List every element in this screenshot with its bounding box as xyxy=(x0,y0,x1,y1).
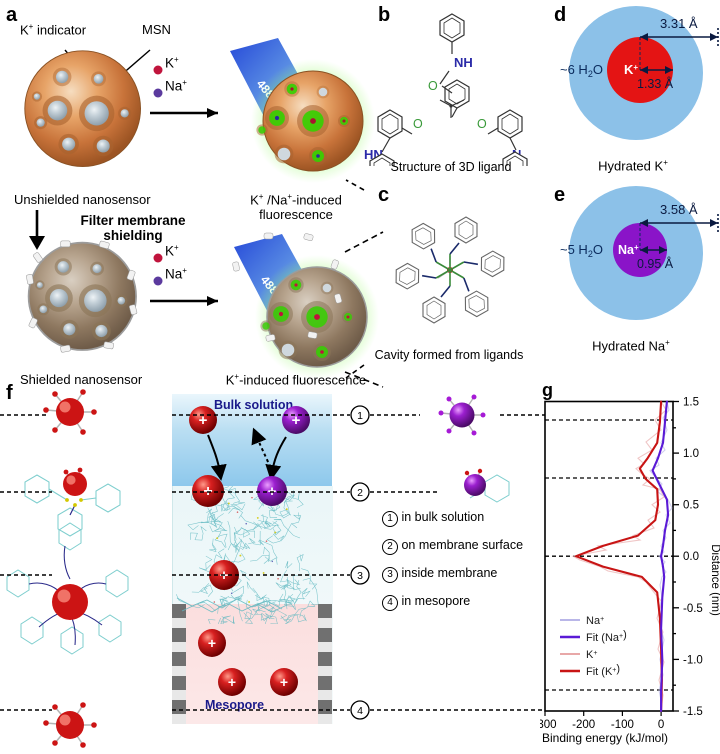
svg-text:Fit (Na+): Fit (Na+) xyxy=(586,629,627,644)
svg-text:~6 H2O: ~6 H2O xyxy=(560,62,603,79)
svg-text:1: 1 xyxy=(357,410,363,422)
svg-text:Fit (K+): Fit (K+) xyxy=(586,663,620,678)
svg-text:0.5: 0.5 xyxy=(683,500,699,512)
svg-text:NH: NH xyxy=(454,55,473,70)
svg-text:0.95 Å: 0.95 Å xyxy=(637,256,674,271)
svg-text:1.33 Å: 1.33 Å xyxy=(637,76,674,91)
svg-text:1.0: 1.0 xyxy=(683,448,699,460)
svg-text:3.31 Å: 3.31 Å xyxy=(660,16,698,31)
svg-text:~5 H2O: ~5 H2O xyxy=(560,242,603,259)
svg-text:K+: K+ xyxy=(586,649,597,661)
svg-text:-100: -100 xyxy=(611,719,634,731)
svg-text:0.0: 0.0 xyxy=(683,551,699,563)
svg-text:O: O xyxy=(477,117,487,131)
svg-text:-0.5: -0.5 xyxy=(683,603,703,615)
svg-text:0: 0 xyxy=(658,719,664,731)
svg-text:2: 2 xyxy=(357,487,363,499)
svg-text:4: 4 xyxy=(357,705,363,717)
svg-text:O: O xyxy=(428,79,438,93)
svg-text:-200: -200 xyxy=(572,719,595,731)
svg-text:-300: -300 xyxy=(540,719,557,731)
svg-text:Na+: Na+ xyxy=(586,615,604,627)
svg-text:Distance (nm): Distance (nm) xyxy=(709,544,720,616)
svg-text:-1.0: -1.0 xyxy=(683,654,703,666)
svg-text:O: O xyxy=(413,117,423,131)
svg-text:1.5: 1.5 xyxy=(683,397,699,409)
svg-text:-1.5: -1.5 xyxy=(683,706,703,718)
svg-text:Binding energy (kJ/mol): Binding energy (kJ/mol) xyxy=(542,731,668,745)
svg-text:3: 3 xyxy=(357,570,363,582)
svg-text:3.58 Å: 3.58 Å xyxy=(660,202,698,217)
